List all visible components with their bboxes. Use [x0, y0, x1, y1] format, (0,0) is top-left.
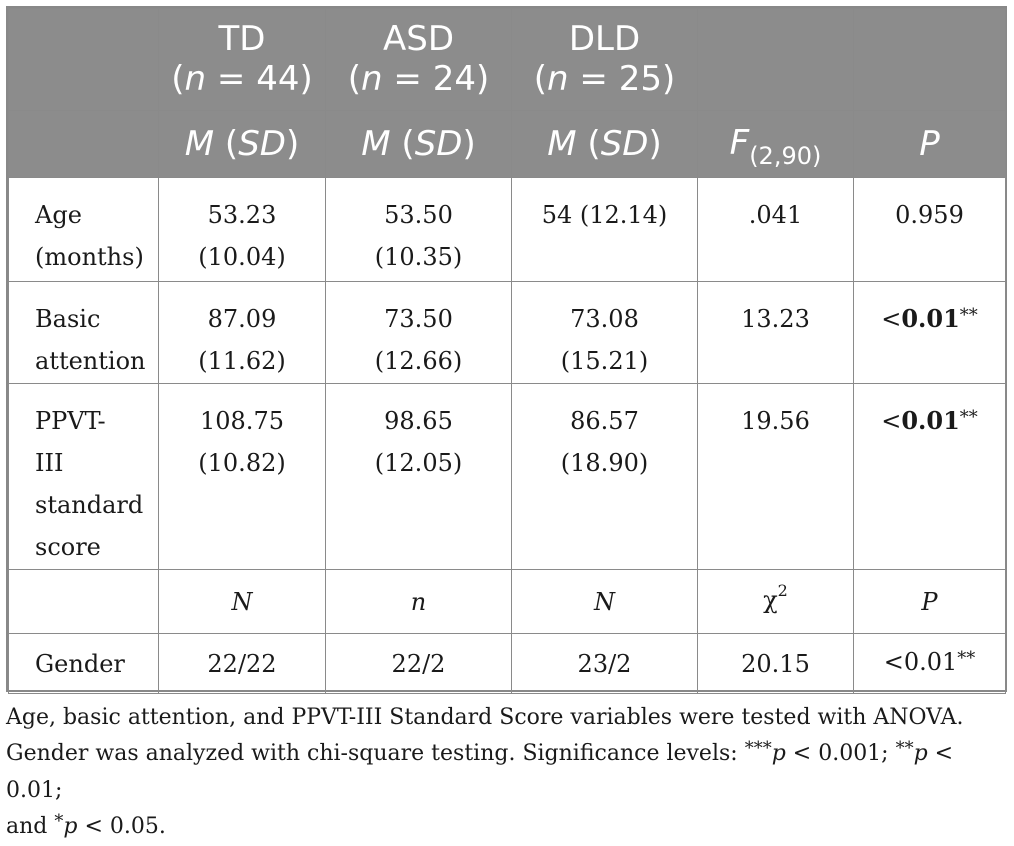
table-row-subheader: N n N χ2 P [8, 569, 1006, 634]
cell-asd: 98.65 (12.05) [325, 383, 512, 570]
cell-dld: 73.08 (15.21) [511, 281, 698, 384]
header-td: TD (n = 44) [158, 8, 326, 111]
cell-td: 87.09 (11.62) [158, 281, 326, 384]
cell-dld: N [511, 569, 698, 634]
cell-asd: 53.50 (10.35) [325, 177, 512, 282]
header-dld: DLD (n = 25) [511, 8, 698, 111]
note-line: and *p < 0.05. [6, 811, 166, 839]
cell-td: 22/22 [158, 633, 326, 694]
cell-p: <0.01** [853, 281, 1006, 384]
cell-td: 108.75 (10.82) [158, 383, 326, 570]
cell-asd: 22/2 [325, 633, 512, 694]
header-empty-cell [8, 8, 159, 111]
header-msd-asd: M (SD) [325, 110, 512, 178]
group-n: (n = 25) [533, 59, 676, 99]
cell-chi: χ2 [697, 569, 854, 634]
cell-chi: 20.15 [697, 633, 854, 694]
header-asd: ASD (n = 24) [325, 8, 512, 111]
cell-td: 53.23 (10.04) [158, 177, 326, 282]
table-header: TD (n = 44) ASD (n = 24) DLD (n = 25) M … [8, 8, 1006, 178]
table-row-basic-attention: Basic attention 87.09 (11.62) 73.50 (12.66)… [8, 281, 1006, 384]
cell-p: <0.01** [853, 383, 1006, 570]
cell-dld: 86.57 (18.90) [511, 383, 698, 570]
cell-asd: 73.50 (12.66) [325, 281, 512, 384]
row-label-empty [8, 569, 159, 634]
table-note: Age, basic attention, and PPVT-III Stand… [6, 700, 1006, 846]
table-body: Age (months) 53.23 (10.04) 53.50 (10.35) 54… [8, 177, 1006, 694]
demographics-table: TD (n = 44) ASD (n = 24) DLD (n = 25) M … [8, 8, 1006, 694]
cell-f: .041 [697, 177, 854, 282]
row-label: Age (months) [8, 177, 159, 282]
cell-dld: 54 (12.14) [511, 177, 698, 282]
group-n: (n = 44) [171, 59, 313, 99]
header-empty-cell [697, 8, 854, 111]
header-msd-dld: M (SD) [511, 110, 698, 178]
header-row-stats: M (SD) M (SD) M (SD) F(2,90) P [8, 110, 1006, 178]
cell-dld: 23/2 [511, 633, 698, 694]
header-empty-cell [8, 110, 159, 178]
cell-f: 13.23 [697, 281, 854, 384]
header-row-groups: TD (n = 44) ASD (n = 24) DLD (n = 25) [8, 8, 1006, 111]
cell-p: 0.959 [853, 177, 1006, 282]
table-row-age: Age (months) 53.23 (10.04) 53.50 (10.35) 54… [8, 177, 1006, 282]
demographics-table-container: TD (n = 44) ASD (n = 24) DLD (n = 25) M … [6, 6, 1007, 694]
table-row-gender: Gender 22/22 22/2 23/2 20.15 <0.01** [8, 633, 1006, 694]
cell-td: N [158, 569, 326, 634]
group-name: TD [218, 19, 266, 59]
row-label: Gender [8, 633, 159, 694]
row-label: Basic attention [8, 281, 159, 384]
note-line: Gender was analyzed with chi-square test… [6, 738, 954, 803]
note-line: Age, basic attention, and PPVT-III Stand… [6, 705, 964, 730]
table-row-ppvt: PPVT- III standard score 108.75 (10.82) 98.6… [8, 383, 1006, 570]
cell-p: P [853, 569, 1006, 634]
group-name: ASD [382, 19, 455, 59]
group-name: DLD [568, 19, 641, 59]
row-label: PPVT- III standard score [8, 383, 159, 570]
cell-asd: n [325, 569, 512, 634]
header-f-stat: F(2,90) [697, 110, 854, 178]
group-n: (n = 24) [347, 59, 490, 99]
header-empty-cell [853, 8, 1006, 111]
cell-f: 19.56 [697, 383, 854, 570]
header-msd-td: M (SD) [158, 110, 326, 178]
header-p: P [853, 110, 1006, 178]
cell-p: <0.01** [853, 633, 1006, 694]
